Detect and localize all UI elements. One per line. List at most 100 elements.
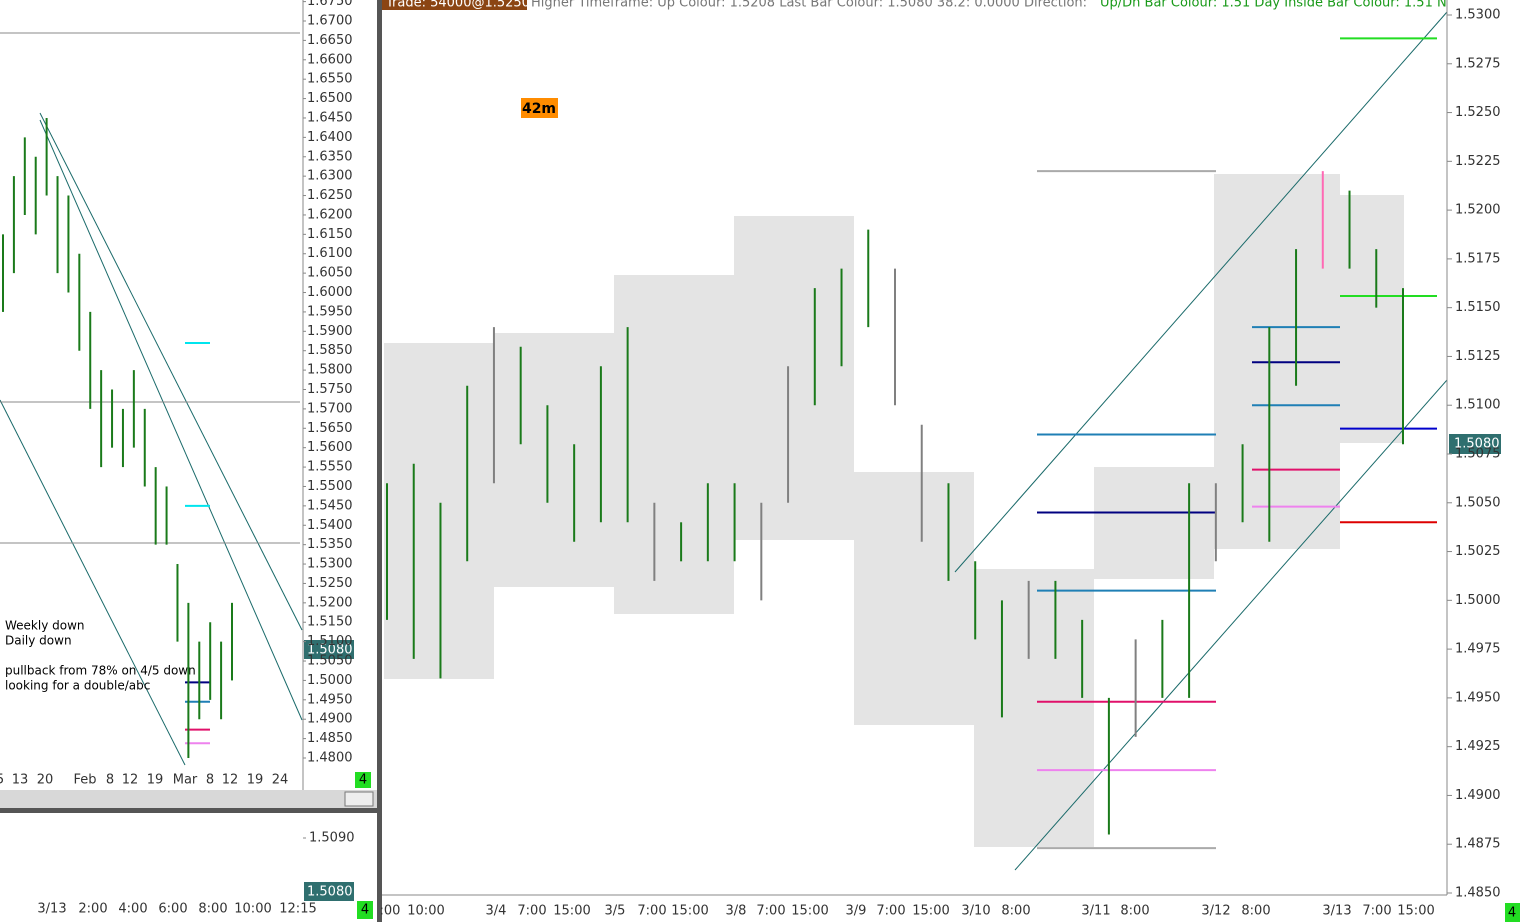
y-tick-label: 1.5300	[1455, 8, 1501, 23]
x-tick-label: 7:00	[756, 904, 785, 919]
y-tick-label: 1.5025	[1455, 544, 1501, 559]
y-tick-label: 1.6000	[307, 285, 353, 300]
x-tick-label: Mar	[173, 773, 198, 788]
y-tick-label: 1.6100	[307, 246, 353, 261]
x-tick-label: Feb	[73, 773, 96, 788]
note: looking for a double/abc	[5, 679, 150, 693]
header-info-green: Up/Dn Bar Colour: 1.51 Day Inside Bar Co…	[1100, 0, 1447, 11]
x-tick-label: 3/13	[37, 902, 66, 917]
y-tick-label: 1.4950	[307, 692, 353, 707]
y-tick-label: 1.5900	[307, 324, 353, 339]
x-tick-label: 7:00	[637, 904, 666, 919]
y-tick-label: 1.5600	[307, 440, 353, 455]
y-tick-label: 1.5200	[1455, 203, 1501, 218]
x-tick-label: 7:00	[517, 904, 546, 919]
x-tick-label: 6:00	[158, 902, 187, 917]
timeframe-badge: 42m	[522, 101, 556, 117]
y-tick-label: 1.4850	[1455, 886, 1501, 901]
y-tick-label: 1.4900	[307, 712, 353, 727]
price-badge-box	[304, 882, 354, 901]
y-tick-label: 1.5300	[307, 557, 353, 572]
timeframe-badge-box	[521, 98, 558, 118]
x-tick-label: 19	[147, 773, 164, 788]
y-tick-label: 1.5125	[1455, 349, 1501, 364]
trade-label: Trade: 54000@1.5250	[385, 0, 530, 11]
notes: Weekly down Daily down pullback from 78%…	[5, 619, 196, 693]
y-tick-label: 1.5100	[307, 634, 353, 649]
y-tick-label: 1.5550	[307, 460, 353, 475]
y-tick-label: 1.6250	[307, 188, 353, 203]
y-tick-label: 1.5250	[1455, 105, 1501, 120]
y-tick-label: 1.4975	[1455, 642, 1501, 657]
y-tick-label: 1.6350	[307, 149, 353, 164]
x-tick-label: 7:00	[876, 904, 905, 919]
x-tick-label: 15:00	[671, 904, 708, 919]
corner-badge-box	[357, 901, 373, 919]
x-tick-label: 8:00	[1001, 904, 1030, 919]
y-tick-label: 1.5175	[1455, 251, 1501, 266]
x-tick-label: 8:00	[198, 902, 227, 917]
price-badge-box	[304, 640, 354, 659]
x-tick-label: 5	[0, 773, 4, 788]
splitter[interactable]	[0, 808, 377, 813]
x-tick-label: 3/10	[961, 904, 990, 919]
x-tick-label: 7:00	[1362, 904, 1391, 919]
y-tick-label: 1.4875	[1455, 837, 1501, 852]
x-tick-label: :00	[380, 904, 401, 919]
x-tick-label: 2:00	[78, 902, 107, 917]
y-tick-label: 1.6150	[307, 227, 353, 242]
x-tick-label: 15:00	[791, 904, 828, 919]
y-tick-label: 1.6450	[307, 110, 353, 125]
x-tick-label: 3/5	[605, 904, 626, 919]
y-tick-label: 1.4850	[307, 731, 353, 746]
note: Weekly down	[5, 619, 85, 633]
corner-badge-box	[1505, 903, 1520, 922]
trade-box	[382, 0, 527, 10]
channel-lines	[0, 11, 1448, 871]
y-tick-label: 1.6650	[307, 33, 353, 48]
y-tick-label: 1.6500	[307, 91, 353, 106]
corner-badge: 4	[1508, 906, 1516, 921]
corner-badge-box	[355, 772, 371, 788]
splitter[interactable]	[377, 0, 382, 922]
x-tick-label: 12	[122, 773, 139, 788]
corner-badge: 4	[359, 773, 367, 788]
y-tick-label: 1.5075	[1455, 447, 1501, 462]
y-tick-label: 1.5150	[307, 615, 353, 630]
y-tick-label: 1.5500	[307, 479, 353, 494]
y-tick-label: 1.6300	[307, 169, 353, 184]
price-badge: 1.5080	[1454, 437, 1500, 452]
y-tick-label: 1.5000	[1455, 593, 1501, 608]
y-tick-label: 1.5150	[1455, 300, 1501, 315]
corner-badge: 4	[361, 903, 369, 918]
x-tick-label: 3/11	[1081, 904, 1110, 919]
y-tick-label: 1.6550	[307, 72, 353, 87]
y-tick-label: 1.6050	[307, 266, 353, 281]
x-tick-label: 10:00	[234, 902, 271, 917]
x-tick-label: 8	[106, 773, 114, 788]
y-tick-label: 1.4925	[1455, 739, 1501, 754]
x-tick-label: 3/12	[1201, 904, 1230, 919]
header-info: Higher Timeframe: Up Colour: 1.5208 Last…	[531, 0, 1087, 11]
x-tick-label: 13	[12, 773, 29, 788]
y-tick-label: 1.5950	[307, 304, 353, 319]
y-tick-label: 1.5750	[307, 382, 353, 397]
scroll-arrows[interactable]	[344, 791, 374, 807]
y-tick-label: 1.6600	[307, 52, 353, 67]
y-tick-label: 1.5050	[307, 654, 353, 669]
x-tick-label: 24	[272, 773, 289, 788]
y-tick-label: 1.5275	[1455, 56, 1501, 71]
y-tick-label: 1.5650	[307, 421, 353, 436]
y-tick-label: 1.5050	[1455, 495, 1501, 510]
price-badge: 1.5080	[307, 643, 353, 658]
scrollbar[interactable]	[0, 790, 377, 808]
x-tick-label: 15:00	[912, 904, 949, 919]
y-tick-label: 1.5200	[307, 595, 353, 610]
y-tick-label: 1.5400	[307, 518, 353, 533]
x-tick-label: 8:00	[1241, 904, 1270, 919]
x-tick-label: 3/13	[1322, 904, 1351, 919]
x-tick-label: 12:15	[279, 902, 316, 917]
y-tick-label: 1.6750	[307, 0, 353, 9]
x-tick-label: 19	[247, 773, 264, 788]
